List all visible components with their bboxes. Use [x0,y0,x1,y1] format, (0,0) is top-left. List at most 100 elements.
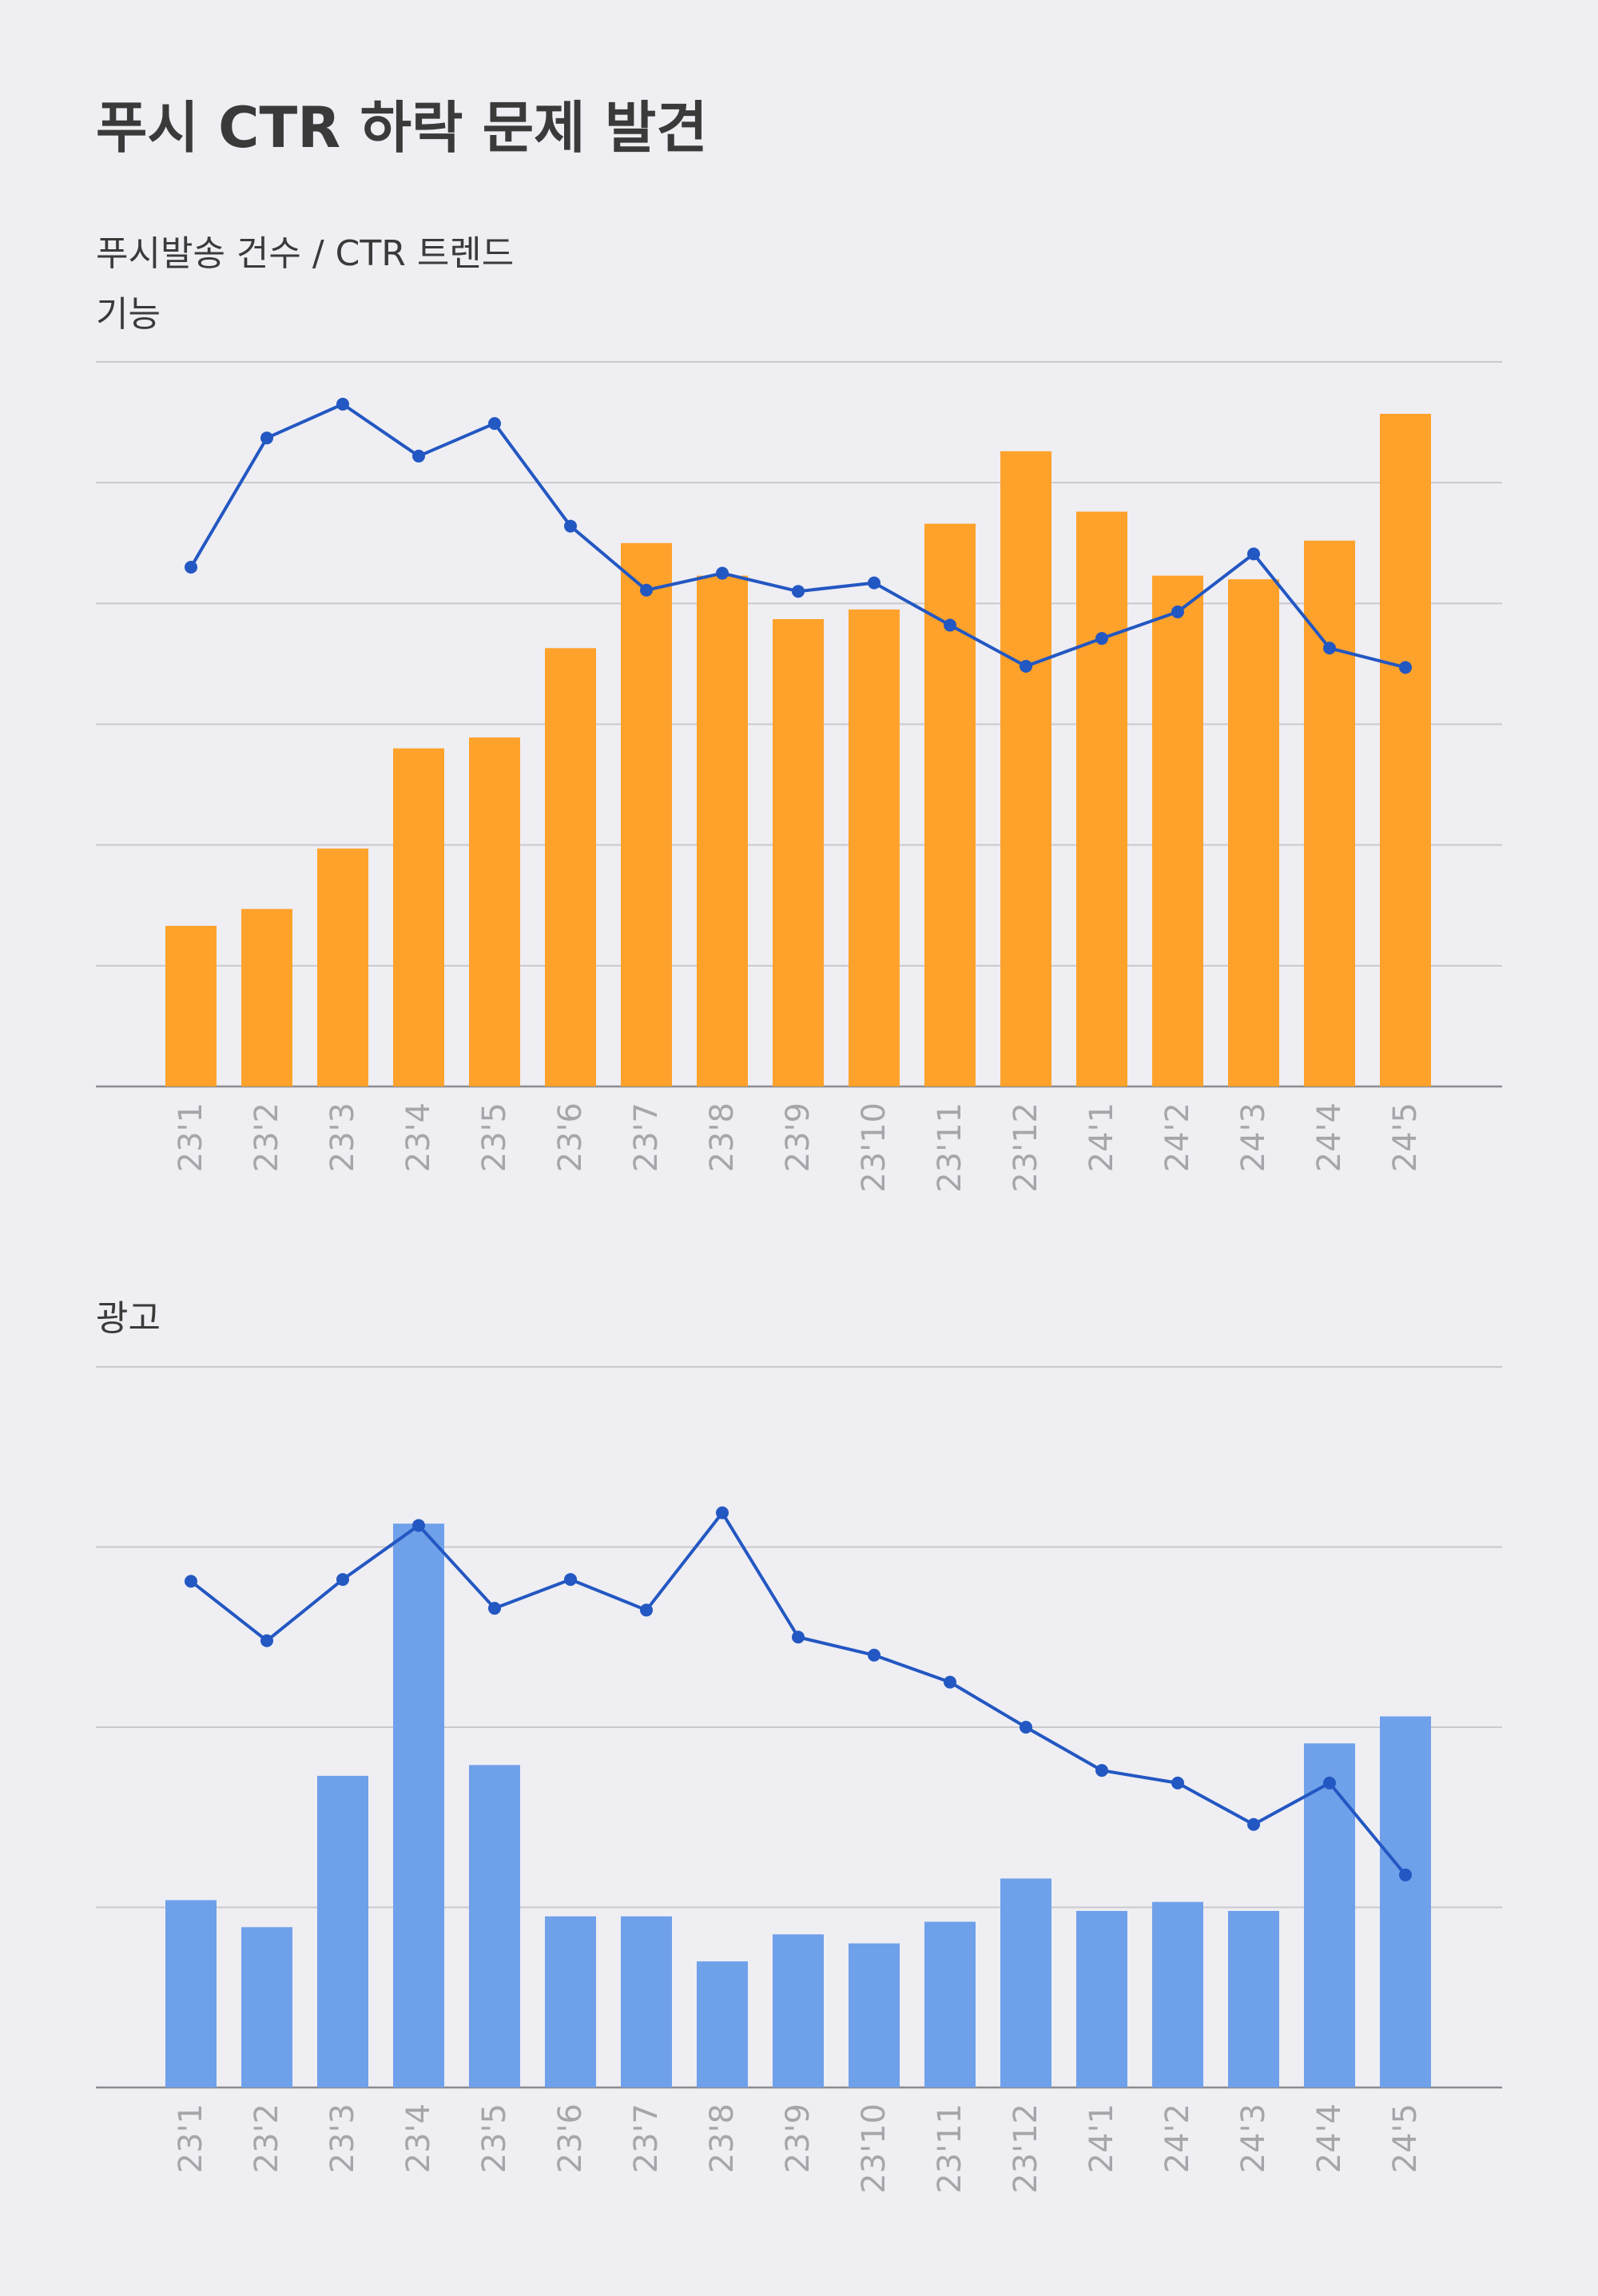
x-tick-label: 23'6 [552,1102,589,1172]
x-tick-label: 24'4 [1311,1102,1348,1172]
ad-push-chart: 23'1 23'2 23'3 23'4 23'5 23'6 23'7 23'8 23'9 23'1… [96,1366,1502,2194]
ctr-point [944,618,956,632]
bar [545,648,596,1086]
ctr-point [792,1631,805,1644]
ctr-point [564,519,577,533]
ctr-line [189,1511,1407,1877]
ctr-point [488,417,501,431]
x-tick-label: 23'11 [932,2103,968,2194]
ad-chart-label: 광고 [96,1298,161,1339]
x-tick-label: 23'11 [932,1102,968,1193]
x-tick-label: 23'9 [780,2103,817,2173]
x-tick-label: 23'4 [400,2103,437,2173]
x-tick-label: 23'8 [704,2103,741,2173]
x-tick-label: 23'12 [1008,1102,1044,1193]
bar [1228,579,1279,1086]
x-tick-label: 23'3 [324,2103,361,2173]
ctr-point [944,1675,956,1689]
x-tick-label: 24'2 [1159,1102,1196,1172]
bar [1380,1716,1431,2087]
ctr-point [1323,642,1336,655]
x-tick-label: 24'1 [1083,1102,1120,1172]
x-tick-label: 23'10 [856,2103,892,2194]
bar [621,542,672,1086]
feature-push-chart: 23'1 23'2 23'3 23'4 23'5 23'6 23'7 23'8 23'9 23'1… [96,361,1502,1193]
feature-chart-label: 기능 [96,294,161,335]
x-tick-label: 23'1 [173,1102,209,1172]
ctr-point [185,1575,197,1588]
bar [469,1765,520,2087]
chart-subtitle: 푸시발송 건수 / CTR 트렌드 [96,233,515,274]
x-tick-label: 23'6 [552,2103,589,2173]
bar [1380,414,1431,1086]
ctr-point [412,449,425,463]
bar [849,1943,900,2087]
x-tick-label: 23'10 [856,1102,892,1193]
ctr-point [716,1506,729,1519]
ctr-point [716,566,729,580]
x-tick-label: 23'4 [400,1102,437,1172]
bar [165,1900,217,2087]
x-tick-label: 24'5 [1387,2103,1424,2173]
ctr-point [1020,659,1032,673]
bar [241,908,292,1086]
x-tick-label: 24'4 [1311,2103,1348,2173]
ctr-point [792,585,805,598]
page-title: 푸시 CTR 하락 문제 발견 [96,95,708,161]
ctr-point [1095,1764,1108,1778]
ctr-point [1323,1776,1336,1790]
bar [393,1523,444,2087]
x-tick-label: 23'5 [476,1102,513,1172]
x-tick-label: 24'2 [1159,2103,1196,2173]
bar [1304,1743,1355,2087]
bar [1152,575,1203,1086]
bar [1076,1911,1127,2087]
x-tick-label: 24'5 [1387,1102,1424,1172]
bar [469,737,520,1086]
x-tick-label: 24'3 [1235,2103,1272,2173]
bar [1304,540,1355,1086]
bar [924,523,976,1086]
x-tick-label: 23'1 [173,2103,209,2173]
x-tick-label: 23'3 [324,1102,361,1172]
x-tick-label: 23'2 [248,1102,285,1172]
ctr-point [488,1602,501,1615]
bar [773,618,824,1086]
bar [697,575,748,1086]
x-tick-label: 23'7 [628,1102,665,1172]
ctr-point [412,1519,425,1532]
x-tick-label: 23'7 [628,2103,665,2173]
x-tick-label: 23'2 [248,2103,285,2173]
ctr-point [868,1648,880,1662]
bar [317,1775,368,2087]
ctr-point [336,397,349,411]
bar [393,748,444,1086]
bar [773,1934,824,2087]
ctr-point [260,431,273,445]
ctr-point [1171,1776,1184,1790]
bar [1000,1878,1051,2087]
bar [1152,1901,1203,2087]
ctr-point [1247,547,1260,561]
x-tick-label: 24'1 [1083,2103,1120,2173]
bar [621,1916,672,2087]
x-tick-label: 24'3 [1235,1102,1272,1172]
bar [317,848,368,1086]
ctr-point [868,576,880,590]
bar [1000,451,1051,1086]
bar [165,925,217,1086]
bar [241,1927,292,2087]
ctr-point [336,1573,349,1587]
ctr-point [1095,632,1108,646]
bar [1076,511,1127,1086]
ctr-point [1171,605,1184,618]
ctr-point [185,560,197,574]
x-tick-label: 23'9 [780,1102,817,1172]
bar [545,1916,596,2087]
bar [924,1921,976,2087]
ctr-point [564,1573,577,1587]
ctr-point [1020,1721,1032,1734]
ctr-point [640,583,653,597]
ctr-point [1399,1868,1412,1881]
x-tick-label: 23'8 [704,1102,741,1172]
